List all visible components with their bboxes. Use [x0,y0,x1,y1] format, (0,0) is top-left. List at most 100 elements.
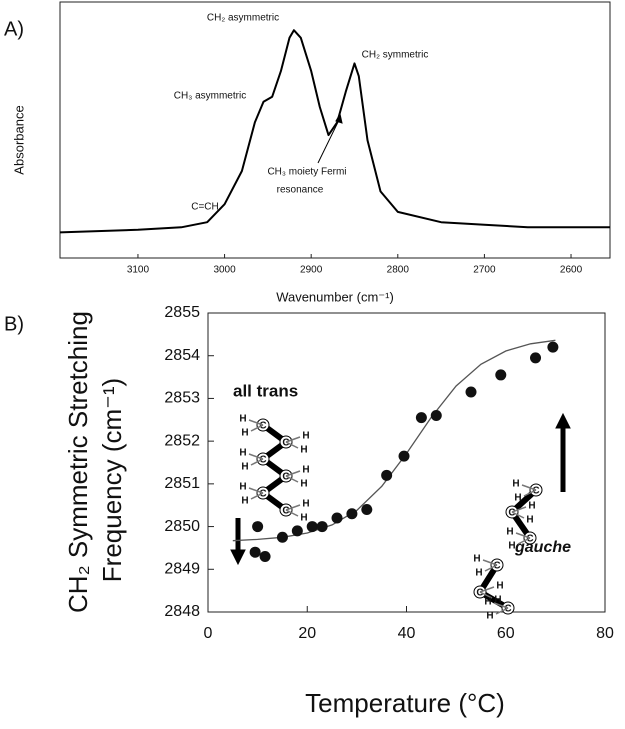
data-point [415,412,427,424]
annotation: CH₂ asymmetric [207,13,279,24]
annotation: resonance [277,185,324,196]
h-bond [482,559,498,566]
x-tick-label: 20 [298,625,316,642]
atom-label: C [282,472,289,483]
x-tick-label: 2800 [387,265,410,276]
atom-label: H [496,581,503,592]
y-tick-label: 2855 [164,304,200,321]
data-point [306,521,318,533]
atom-label: H [484,597,491,608]
atom-label: C [493,561,500,572]
down-arrow-head [230,549,246,566]
atom-label: H [241,428,248,439]
atom-label: C [259,455,266,466]
atom-label: H [506,527,513,538]
atom-label: C [476,588,483,599]
h-bond [285,504,301,511]
h-bond [511,506,527,513]
atom-label: H [239,414,246,425]
data-point [361,503,373,515]
y-tick-label: 2851 [164,475,200,492]
data-point [465,386,477,398]
annotation: C=CH [191,202,219,213]
h-bond [248,487,264,494]
data-point [276,531,288,543]
y-tick-label: 2848 [164,603,200,620]
x-tick-label: 80 [596,625,614,642]
h-bond [479,586,495,593]
x-tick-label: 3100 [127,265,150,276]
y-tick-label: 2849 [164,561,200,578]
x-tick-label: 2700 [473,265,496,276]
data-point [398,450,410,462]
x-tick-label: 2600 [560,265,583,276]
annotation: CH₃ moiety Fermi [267,167,346,178]
x-tick-label: 60 [497,625,515,642]
x-axis-title: Temperature (°C) [305,688,505,718]
y-axis-title: CH₂ Symmetric Stretching [63,311,93,613]
x-tick-label: 0 [204,625,213,642]
h-bond [250,424,264,432]
data-point [249,546,261,558]
atom-label: H [512,479,519,490]
atom-label: C [259,489,266,500]
y-axis-title: Frequency (cm⁻¹) [97,378,127,582]
h-bond [285,470,301,477]
atom-label: C [259,421,266,432]
h-bond [285,441,299,449]
h-bond [248,453,264,460]
h-bond [285,475,299,483]
h-bond [523,489,537,497]
h-bond [521,484,537,491]
annotation-arrow [317,119,340,164]
data-point [495,369,507,381]
data-point [530,352,542,364]
data-point [252,521,264,533]
annotation: CH₂ symmetric [362,50,429,61]
atom-label: C [504,604,511,615]
data-point [346,508,358,520]
atom-label: H [494,595,501,606]
atom-label: H [514,493,521,504]
data-point [331,512,343,524]
data-point [291,525,303,537]
plot-frame [59,1,611,259]
h-bond [484,564,498,572]
atom-label: H [302,431,309,442]
h-bond [515,532,531,539]
h-bond [248,419,264,426]
atom-label: H [239,448,246,459]
x-tick-label: 2900 [300,265,323,276]
atom-label: H [528,501,535,512]
panel-label: A) [4,18,24,40]
h-bond [285,436,301,443]
h-bond [495,607,509,615]
data-point [547,341,559,353]
atom-label: H [526,515,533,526]
h-bond [250,492,264,500]
data-point [259,550,271,562]
panel-label: B) [4,313,24,335]
h-bond [250,458,264,466]
h-bond [511,511,525,519]
data-point [316,521,328,533]
h-bond [493,602,509,609]
atom-label: H [241,496,248,507]
atom-label: H [302,465,309,476]
atom-label: H [486,611,493,622]
spectrum-line [59,29,610,234]
atom-label: H [475,568,482,579]
y-tick-label: 2850 [164,518,200,535]
atom-label: H [473,554,480,565]
atom-label: H [241,462,248,473]
h-bond [517,537,531,545]
y-tick-label: 2853 [164,390,200,407]
arrows [230,112,571,566]
y-axis-title: Absorbance [11,105,26,174]
x-tick-label: 40 [398,625,416,642]
x-axis-title: Wavenumber (cm⁻¹) [276,289,394,304]
atom-label: H [239,482,246,493]
atom-label: H [300,479,307,490]
atom-label: H [300,513,307,524]
